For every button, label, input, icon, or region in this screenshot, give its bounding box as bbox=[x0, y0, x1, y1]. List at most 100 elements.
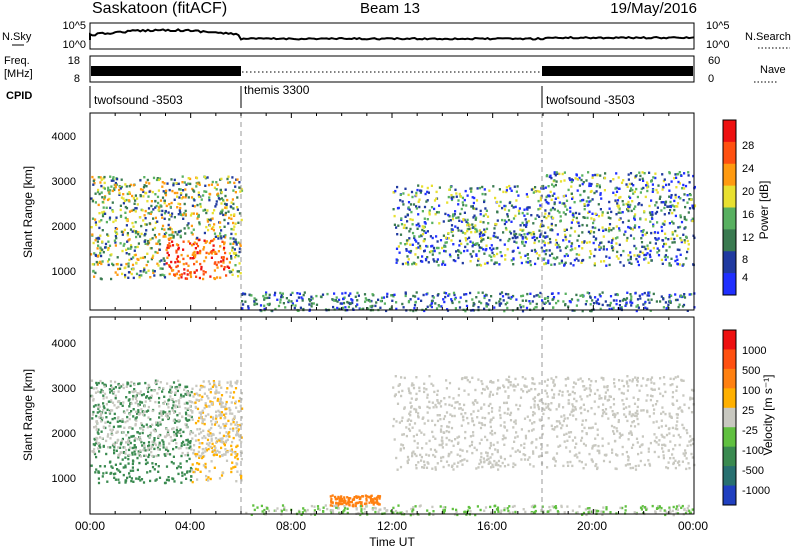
power-cell bbox=[91, 263, 94, 266]
velocity-cell bbox=[418, 505, 421, 508]
power-cell bbox=[202, 273, 205, 276]
velocity-cell bbox=[650, 387, 653, 391]
velocity-cell bbox=[567, 431, 571, 434]
power-cell bbox=[496, 252, 499, 256]
velocity-cell bbox=[130, 435, 133, 438]
velocity-cell bbox=[118, 384, 121, 387]
power-cell bbox=[131, 221, 134, 225]
velocity-cell bbox=[498, 406, 501, 409]
velocity-cell bbox=[160, 412, 163, 416]
power-cell bbox=[573, 309, 576, 312]
velocity-cell bbox=[149, 425, 152, 428]
power-cell bbox=[209, 193, 212, 196]
power-cell bbox=[95, 223, 98, 227]
power-cell bbox=[523, 214, 526, 217]
velocity-cell bbox=[198, 454, 201, 458]
velocity-cell bbox=[520, 458, 523, 461]
velocity-cell bbox=[346, 501, 350, 504]
power-cell bbox=[94, 239, 97, 242]
power-cell bbox=[562, 211, 565, 214]
power-cell bbox=[420, 189, 423, 192]
velocity-cell bbox=[505, 378, 508, 381]
power-cell bbox=[686, 250, 689, 254]
velocity-cell bbox=[93, 426, 96, 429]
velocity-cell bbox=[496, 506, 500, 509]
velocity-cell bbox=[175, 442, 178, 445]
power-cell bbox=[524, 236, 527, 239]
power-cell bbox=[462, 203, 465, 207]
power-cell bbox=[401, 302, 404, 306]
power-cell bbox=[217, 261, 220, 264]
velocity-cell bbox=[626, 455, 630, 458]
velocity-cell bbox=[613, 426, 616, 429]
power-cell bbox=[265, 291, 268, 294]
power-cell bbox=[532, 307, 536, 310]
power-cell bbox=[230, 255, 233, 258]
velocity-cell bbox=[360, 508, 363, 511]
power-cell bbox=[179, 229, 182, 233]
velocity-cell bbox=[191, 418, 194, 421]
velocity-cell bbox=[129, 384, 132, 388]
velocity-cell bbox=[513, 504, 516, 508]
power-cell bbox=[616, 293, 619, 297]
velocity-cell bbox=[405, 510, 408, 513]
velocity-cell bbox=[238, 438, 241, 442]
power-cell bbox=[144, 217, 147, 220]
power-cell bbox=[559, 249, 562, 252]
power-cell bbox=[101, 200, 104, 204]
velocity-cell bbox=[512, 426, 515, 429]
power-cell bbox=[636, 304, 639, 307]
velocity-cell bbox=[110, 399, 113, 402]
power-cell bbox=[635, 247, 638, 250]
velocity-cell bbox=[633, 511, 636, 514]
velocity-cell bbox=[347, 498, 350, 501]
velocity-cell bbox=[172, 447, 175, 451]
power-cell bbox=[430, 305, 433, 309]
power-cell bbox=[614, 293, 617, 296]
power-cell bbox=[242, 303, 245, 306]
power-cell bbox=[144, 223, 147, 226]
power-cell bbox=[422, 226, 425, 229]
power-cell bbox=[183, 181, 186, 184]
power-cell bbox=[521, 221, 524, 225]
power-cell bbox=[681, 305, 685, 308]
velocity-cell bbox=[102, 402, 105, 405]
velocity-cell bbox=[158, 396, 161, 400]
power-cell bbox=[219, 245, 222, 248]
power-cell bbox=[544, 231, 547, 234]
power-cell bbox=[578, 176, 581, 180]
velocity-cell bbox=[418, 429, 421, 432]
power-cell bbox=[483, 296, 486, 300]
power-cell bbox=[156, 251, 159, 254]
power-cell bbox=[197, 191, 200, 194]
velocity-cell bbox=[134, 424, 137, 427]
velocity-cell bbox=[159, 381, 162, 384]
power-cell bbox=[545, 249, 548, 252]
velocity-cell bbox=[157, 465, 160, 468]
velocity-cell bbox=[481, 423, 484, 426]
velocity-cell bbox=[666, 511, 669, 515]
velocity-cell bbox=[203, 435, 206, 438]
power-cell bbox=[542, 224, 545, 228]
power-cell bbox=[213, 269, 216, 272]
power-cell bbox=[104, 246, 107, 249]
power-cell bbox=[627, 209, 630, 213]
power-cell bbox=[96, 247, 99, 250]
power-cell bbox=[565, 228, 568, 231]
velocity-cell bbox=[218, 431, 221, 435]
velocity-cell bbox=[197, 450, 200, 454]
power-cell bbox=[530, 249, 533, 252]
power-cell bbox=[303, 291, 306, 294]
power-cell bbox=[415, 291, 418, 294]
velocity-cell bbox=[219, 400, 222, 404]
velocity-cell bbox=[131, 466, 134, 469]
velocity-cell bbox=[481, 416, 484, 419]
velocity-cell bbox=[104, 384, 107, 388]
velocity-cell bbox=[588, 511, 591, 514]
power-cell bbox=[634, 213, 637, 216]
velocity-cell bbox=[478, 442, 481, 445]
power-cell bbox=[424, 231, 427, 234]
velocity-cell bbox=[189, 440, 192, 443]
power-cell bbox=[434, 302, 437, 305]
velocity-cell bbox=[148, 453, 151, 456]
